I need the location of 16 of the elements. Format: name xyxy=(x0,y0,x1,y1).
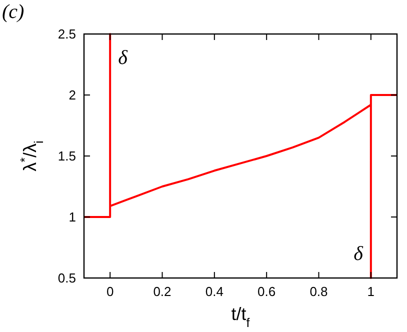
x-tick-label: 0.6 xyxy=(258,284,276,299)
y-tick-label: 2 xyxy=(68,88,76,102)
y-tick-label: 1.5 xyxy=(58,148,76,164)
x-tick-label: 1 xyxy=(367,284,375,299)
y-tick-label: 1 xyxy=(68,210,76,224)
x-tick-label: 0.8 xyxy=(310,284,328,299)
text: (c) xyxy=(2,1,25,23)
y-tick-label: 0.5 xyxy=(58,270,76,286)
y-tick-label: 2.5 xyxy=(58,26,76,42)
line-series xyxy=(83,33,398,279)
x-tick-label: 0.2 xyxy=(153,284,172,299)
annotation: δ xyxy=(118,47,128,69)
x-axis-title: t/t$_{f}$ xyxy=(231,304,250,330)
annotation: δ xyxy=(354,243,364,265)
x-tick-label: 0 xyxy=(106,284,114,299)
x-tick-label: 0.4 xyxy=(205,284,224,299)
